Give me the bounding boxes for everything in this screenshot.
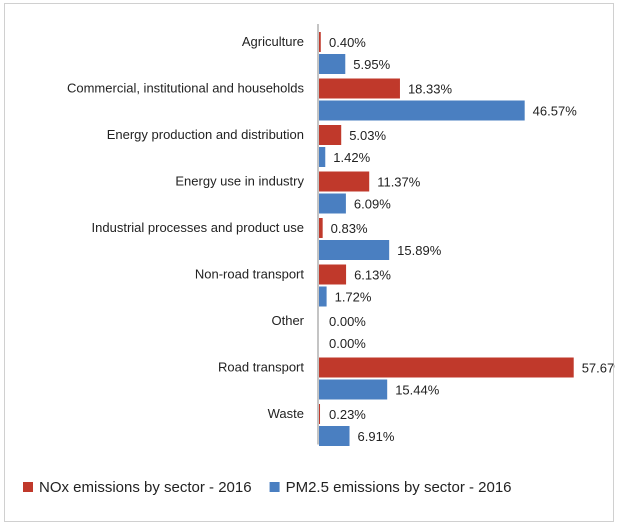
chart-frame: Agriculture 0.40% 5.95% Commercial, institu… <box>4 3 615 522</box>
pm25-bar <box>319 147 326 167</box>
category-label: Energy use in industry <box>175 174 304 189</box>
pm25-value-label: 15.44% <box>395 383 440 398</box>
category-label: Non-road transport <box>195 267 304 282</box>
category-label: Agriculture <box>242 34 304 49</box>
nox-value-label: 18.33% <box>408 82 453 97</box>
category-label: Waste <box>268 406 304 421</box>
emissions-bar-chart: Agriculture 0.40% 5.95% Commercial, institu… <box>23 24 615 496</box>
category-label: Road transport <box>218 360 304 375</box>
legend-label-pm25: PM2.5 emissions by sector - 2016 <box>286 479 512 496</box>
legend-label-nox: NOx emissions by sector - 2016 <box>39 479 252 496</box>
pm25-value-label: 1.42% <box>333 150 370 165</box>
legend-swatch-nox <box>23 482 33 492</box>
nox-value-label: 0.00% <box>329 314 366 329</box>
pm25-bar <box>319 379 388 400</box>
category-label: Industrial processes and product use <box>92 220 304 235</box>
pm25-bar <box>319 54 346 74</box>
nox-value-label: 0.23% <box>329 407 366 422</box>
pm25-value-label: 6.91% <box>358 429 395 444</box>
pm25-value-label: 1.72% <box>335 290 372 305</box>
pm25-bar <box>319 240 390 260</box>
nox-value-label: 6.13% <box>354 268 391 283</box>
nox-bar <box>319 264 347 285</box>
legend-swatch-pm25 <box>269 482 280 492</box>
nox-bar <box>319 218 323 238</box>
nox-value-label: 57.67% <box>582 361 615 376</box>
nox-bar <box>319 125 342 145</box>
nox-value-label: 11.37% <box>377 175 421 190</box>
nox-value-label: 0.83% <box>331 221 368 236</box>
category-label: Energy production and distribution <box>107 127 304 142</box>
nox-value-label: 0.40% <box>329 35 366 50</box>
nox-value-label: 5.03% <box>349 128 386 143</box>
nox-bar <box>319 404 321 424</box>
pm25-value-label: 5.95% <box>353 57 390 72</box>
pm25-bar <box>319 286 327 307</box>
pm25-bar <box>319 426 350 446</box>
pm25-value-label: 46.57% <box>533 104 578 119</box>
nox-bar <box>319 78 400 99</box>
category-label: Commercial, institutional and households <box>67 81 305 96</box>
nox-bar <box>319 357 574 378</box>
pm25-value-label: 15.89% <box>397 243 442 258</box>
pm25-value-label: 6.09% <box>354 197 391 212</box>
nox-bar <box>319 171 370 192</box>
pm25-bar <box>319 193 346 214</box>
category-label: Other <box>271 313 304 328</box>
nox-bar <box>319 32 321 52</box>
pm25-value-label: 0.00% <box>329 336 366 351</box>
pm25-bar <box>319 100 525 121</box>
